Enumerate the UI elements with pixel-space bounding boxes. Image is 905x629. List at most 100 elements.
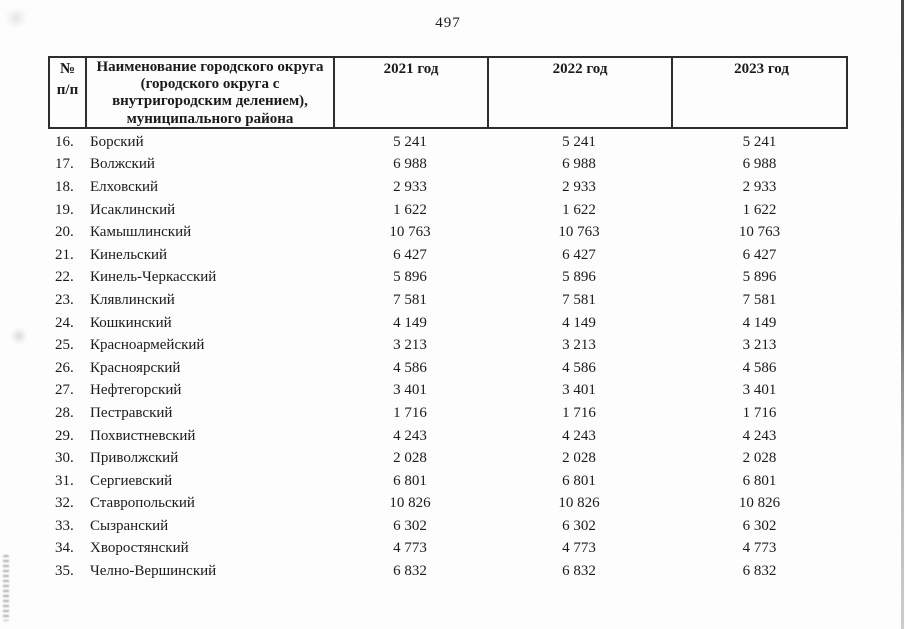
- value-2021: 10 763: [389, 224, 431, 241]
- table-row: 26. Красноярский 4 586 4 586 4 586: [48, 357, 848, 380]
- district-name: Кинельский: [90, 246, 168, 263]
- value-2021: 2 933: [393, 178, 427, 195]
- district-name: Борский: [90, 133, 144, 150]
- value-2022: 4 243: [562, 427, 596, 444]
- district-name: Кинель-Черкасский: [90, 269, 217, 286]
- value-2023: 6 832: [742, 563, 777, 580]
- value-2022: 2 028: [562, 450, 596, 467]
- value-2022: 4 773: [562, 540, 596, 557]
- value-2021: 4 773: [393, 540, 427, 557]
- value-2022: 4 586: [562, 359, 596, 376]
- value-2021: 1 716: [393, 404, 427, 421]
- value-2021: 5 241: [393, 133, 427, 150]
- value-2021: 10 826: [389, 495, 431, 512]
- value-2021: 6 988: [393, 156, 427, 173]
- value-2023: 2 933: [742, 178, 777, 195]
- table-body: 16. Борский 5 241 5 241 5 241 17. Волжск…: [48, 131, 848, 583]
- value-2021: 7 581: [393, 291, 427, 308]
- district-name: Похвистневский: [90, 427, 196, 444]
- row-number: 19.: [55, 201, 74, 218]
- row-number: 24.: [55, 314, 74, 331]
- district-name: Хворостянский: [90, 540, 189, 557]
- table-row: 28. Пестравский 1 716 1 716 1 716: [48, 402, 848, 425]
- value-2023: 3 213: [742, 337, 777, 354]
- value-2021: 6 801: [393, 472, 427, 489]
- value-2022: 1 716: [562, 404, 596, 421]
- table-row: 24. Кошкинский 4 149 4 149 4 149: [48, 312, 848, 335]
- table-row: 35. Челно-Вершинский 6 832 6 832 6 832: [48, 560, 848, 583]
- scan-artifact-smudge: [0, 7, 32, 29]
- column-header-2021: 2021 год: [335, 58, 489, 127]
- row-number: 23.: [55, 291, 74, 308]
- value-2022: 6 801: [562, 472, 596, 489]
- value-2021: 4 243: [393, 427, 427, 444]
- district-name: Нефтегорский: [90, 382, 182, 399]
- table-row: 32. Ставропольский 10 826 10 826 10 826: [48, 493, 848, 516]
- value-2022: 6 832: [562, 563, 596, 580]
- value-2022: 6 427: [562, 246, 596, 263]
- district-name: Ставропольский: [90, 495, 195, 512]
- value-2021: 6 302: [393, 517, 427, 534]
- district-name: Сызранский: [90, 517, 169, 534]
- table-row: 27. Нефтегорский 3 401 3 401 3 401: [48, 380, 848, 403]
- scan-artifact-left-margin-text: [3, 555, 9, 621]
- table-row: 17. Волжский 6 988 6 988 6 988: [48, 154, 848, 177]
- value-2023: 6 302: [742, 517, 777, 534]
- value-2022: 10 763: [558, 224, 600, 241]
- table-row: 19. Исаклинский 1 622 1 622 1 622: [48, 199, 848, 222]
- district-name: Елховский: [90, 178, 159, 195]
- table-row: 34. Хворостянский 4 773 4 773 4 773: [48, 538, 848, 561]
- value-2023: 6 801: [742, 472, 777, 489]
- district-name: Челно-Вершинский: [90, 563, 217, 580]
- scan-artifact-right-edge-line: [901, 0, 904, 629]
- column-header-district-name: Наименование городского округа (городско…: [87, 58, 335, 127]
- row-number: 30.: [55, 450, 74, 467]
- value-2022: 4 149: [562, 314, 596, 331]
- row-number: 18.: [55, 178, 74, 195]
- value-2023: 10 826: [738, 495, 781, 512]
- row-number: 22.: [55, 269, 74, 286]
- table-row: 30. Приволжский 2 028 2 028 2 028: [48, 447, 848, 470]
- value-2021: 2 028: [393, 450, 427, 467]
- value-2023: 4 586: [742, 359, 777, 376]
- value-2023: 4 149: [742, 314, 777, 331]
- value-2023: 6 427: [742, 246, 777, 263]
- district-name: Клявлинский: [90, 291, 175, 308]
- district-name: Волжский: [90, 156, 155, 173]
- district-name: Красноярский: [90, 359, 181, 376]
- district-name: Приволжский: [90, 450, 179, 467]
- value-2021: 1 622: [393, 201, 427, 218]
- value-2023: 3 401: [742, 382, 777, 399]
- value-2023: 1 622: [742, 201, 777, 218]
- data-table: № п/п Наименование городского округа (го…: [48, 56, 848, 583]
- value-2022: 5 241: [562, 133, 596, 150]
- value-2021: 6 832: [393, 563, 427, 580]
- value-2021: 3 213: [393, 337, 427, 354]
- table-header-row: № п/п Наименование городского округа (го…: [48, 56, 848, 129]
- table-row: 25. Красноармейский 3 213 3 213 3 213: [48, 334, 848, 357]
- table-row: 16. Борский 5 241 5 241 5 241: [48, 131, 848, 154]
- value-2022: 5 896: [562, 269, 596, 286]
- row-number: 31.: [55, 472, 74, 489]
- row-number: 32.: [55, 495, 74, 512]
- value-2021: 3 401: [393, 382, 427, 399]
- row-number: 28.: [55, 404, 74, 421]
- row-number: 17.: [55, 156, 74, 173]
- row-number: 21.: [55, 246, 74, 263]
- table-row: 20. Камышлинский 10 763 10 763 10 763: [48, 221, 848, 244]
- row-number: 34.: [55, 540, 74, 557]
- scan-artifact-smudge: [10, 328, 28, 344]
- value-2023: 10 763: [738, 224, 781, 241]
- value-2021: 4 149: [393, 314, 427, 331]
- district-name: Красноармейский: [90, 337, 205, 354]
- value-2021: 4 586: [393, 359, 427, 376]
- value-2022: 2 933: [562, 178, 596, 195]
- value-2023: 1 716: [742, 404, 777, 421]
- column-header-2022: 2022 год: [489, 58, 673, 127]
- value-2023: 5 241: [742, 133, 777, 150]
- table-row: 29. Похвистневский 4 243 4 243 4 243: [48, 425, 848, 448]
- value-2023: 5 896: [742, 269, 777, 286]
- column-header-row-number: № п/п: [50, 58, 87, 127]
- value-2021: 5 896: [393, 269, 427, 286]
